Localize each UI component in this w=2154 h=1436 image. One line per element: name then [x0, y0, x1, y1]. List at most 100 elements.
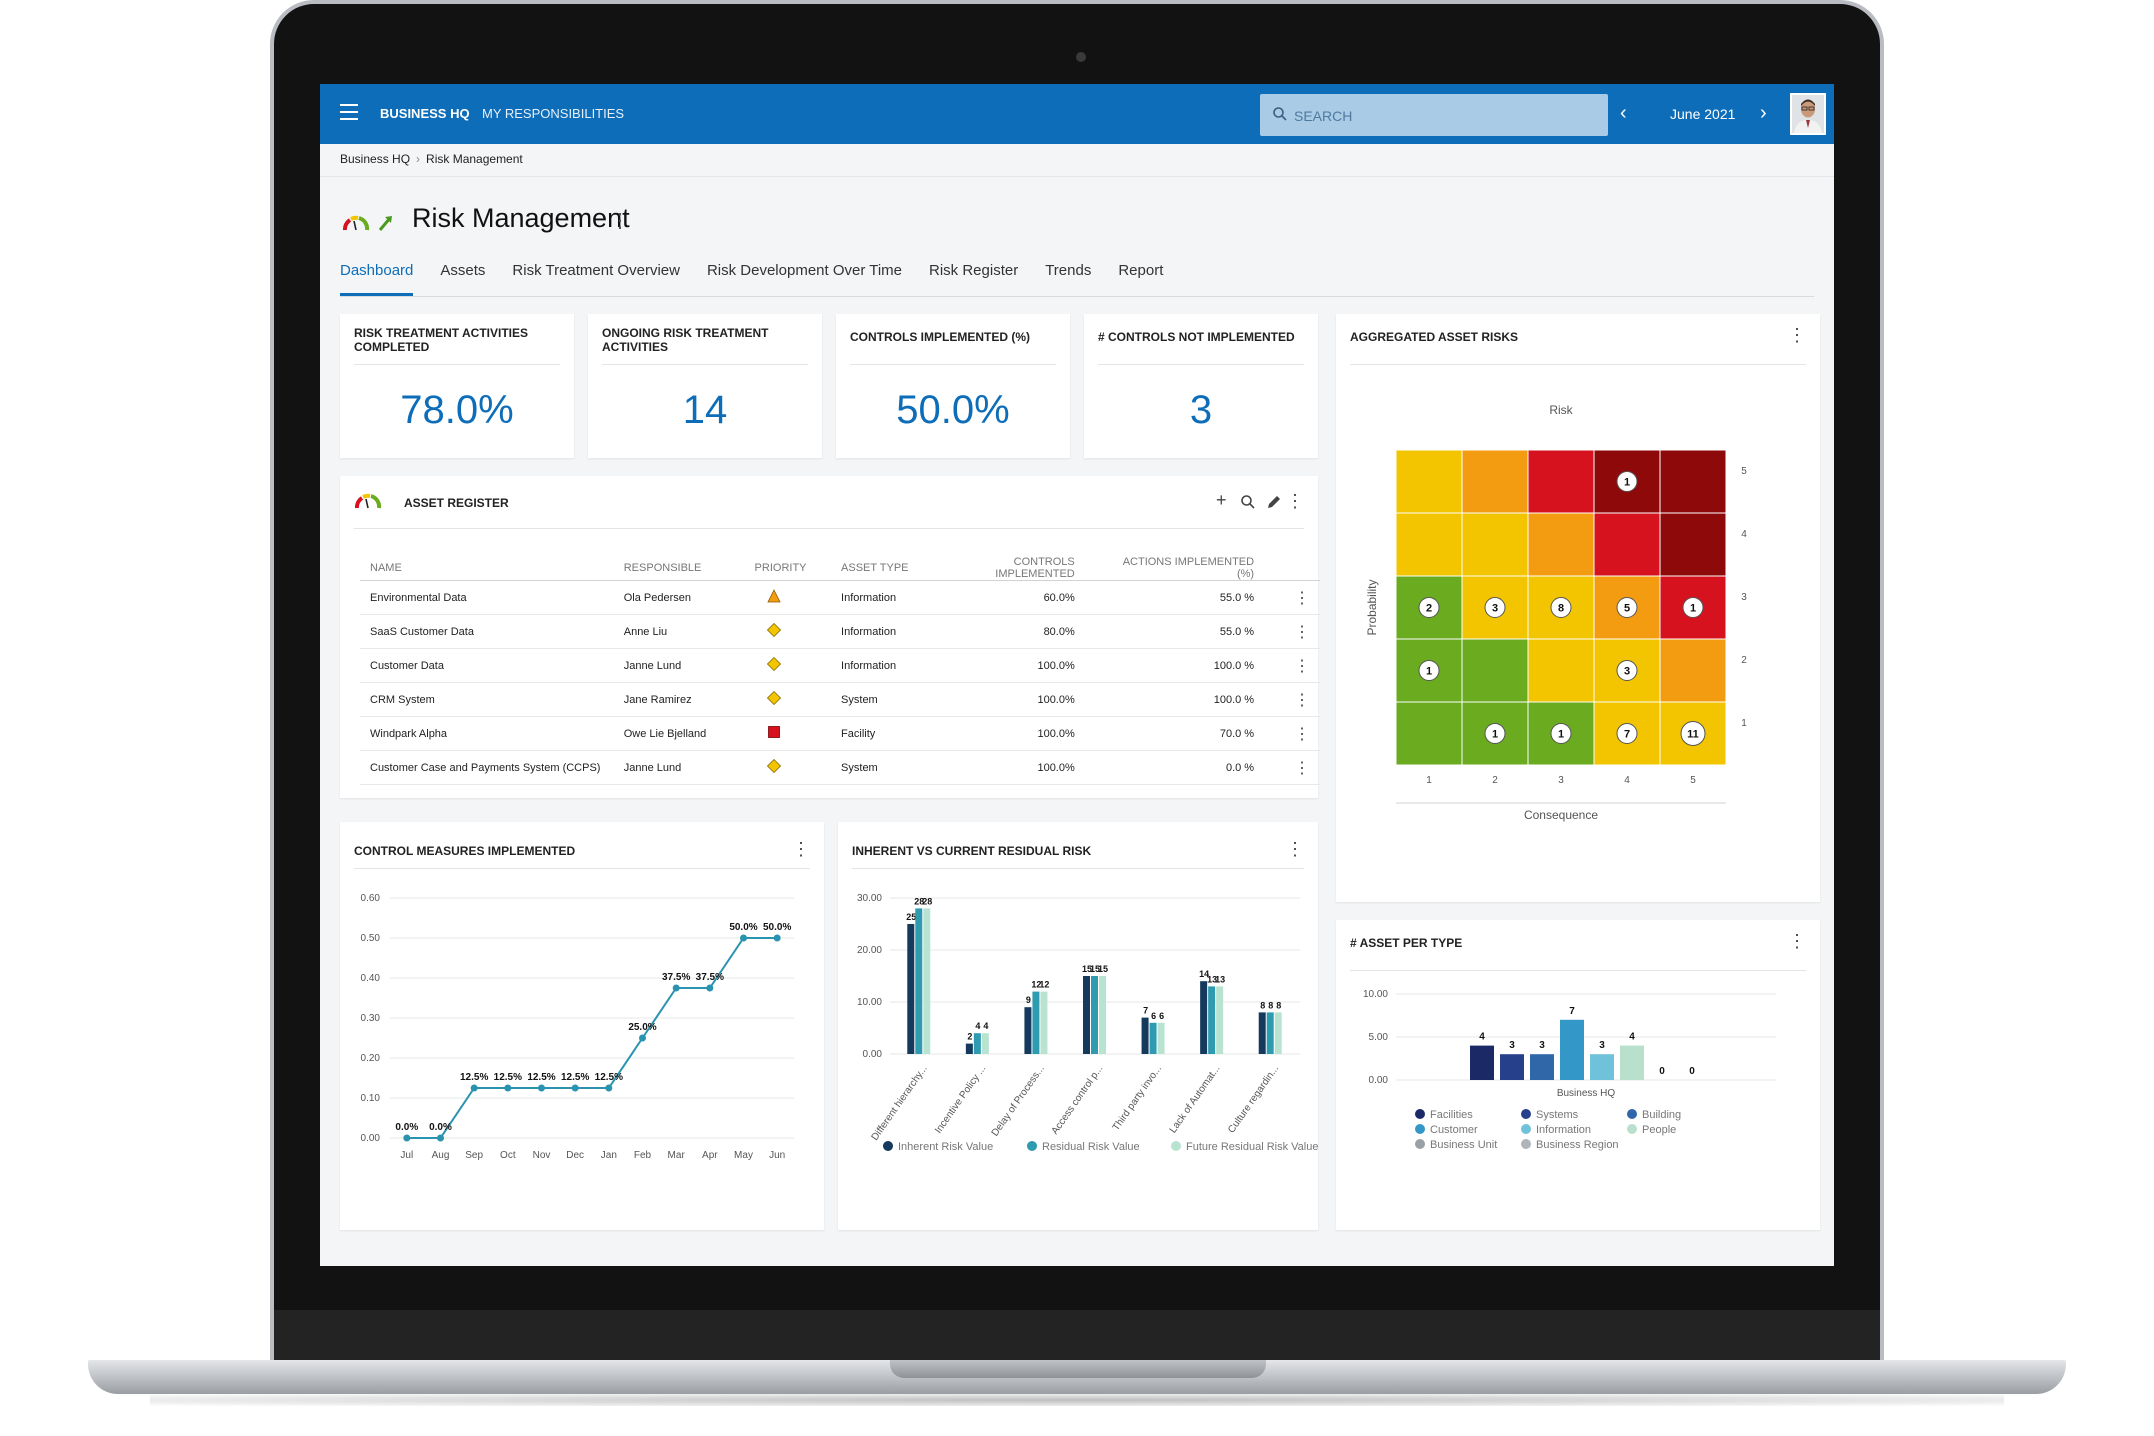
y-tick-label: 2 — [1741, 655, 1747, 666]
cell-actions-implemented: 100.0 % — [1104, 682, 1285, 717]
table-row[interactable]: Customer Data Janne Lund Information 100… — [360, 648, 1320, 683]
x-tick-label: 3 — [1558, 775, 1564, 786]
tab-risk-development-over-time[interactable]: Risk Development Over Time — [706, 262, 903, 279]
bar — [1266, 1012, 1274, 1054]
row-more-icon[interactable]: ⋮ — [1284, 614, 1320, 649]
risk-gauge-icon — [343, 215, 392, 231]
asset-per-type-title: # ASSET PER TYPE — [1350, 936, 1463, 950]
tab-risk-register[interactable]: Risk Register — [929, 262, 1019, 279]
cell-priority — [754, 716, 842, 751]
nav-my-responsibilities[interactable]: MY RESPONSIBILITIES — [482, 106, 625, 121]
table-row[interactable]: Customer Case and Payments System (CCPS)… — [360, 750, 1320, 785]
person-icon — [1792, 95, 1824, 133]
data-label: 12.5% — [527, 1072, 555, 1083]
x-tick-label: Different hierarchy... — [870, 1063, 930, 1142]
heatmap-cell — [1461, 638, 1529, 703]
bar-label: 4 — [1629, 1032, 1635, 1043]
x-tick-label: Culture regardin... — [1226, 1063, 1281, 1135]
column-header-asset-type[interactable]: ASSET TYPE — [841, 556, 958, 581]
bar — [1216, 986, 1224, 1054]
kpi-value: 3 — [1189, 388, 1213, 432]
search-input[interactable] — [1294, 94, 1594, 136]
table-header-row: NAME RESPONSIBLE PRIORITY ASSET TYPE CON… — [360, 556, 1320, 581]
bar — [965, 1043, 973, 1054]
row-more-icon[interactable]: ⋮ — [1284, 648, 1320, 683]
risk-gauge-icon — [355, 493, 382, 509]
kpi-value: 50.0% — [896, 388, 1010, 432]
x-tick-label: 5 — [1690, 775, 1696, 786]
table-row[interactable]: Environmental Data Ola Pedersen Informat… — [360, 580, 1320, 615]
previous-month-chevron-icon[interactable]: ‹ — [1620, 102, 1627, 124]
data-label: 50.0% — [763, 922, 791, 933]
row-more-icon[interactable]: ⋮ — [1284, 682, 1320, 717]
data-label: 0.0% — [429, 1122, 452, 1133]
x-tick-label: Dec — [566, 1150, 584, 1161]
x-tick-label: Oct — [500, 1150, 516, 1161]
column-header-responsible[interactable]: RESPONSIBLE — [623, 556, 755, 581]
cell-responsible: Jane Ramirez — [623, 682, 755, 717]
tab-report[interactable]: Report — [1118, 262, 1164, 279]
data-point — [740, 934, 747, 942]
y-tick-label: 3 — [1741, 592, 1747, 603]
page-more-options-icon[interactable]: ⋮ — [610, 210, 630, 232]
search-box[interactable] — [1260, 94, 1608, 136]
x-tick-label: Delay of Process... — [990, 1063, 1047, 1138]
column-header-actions-implemented[interactable]: ACTIONS IMPLEMENTED (%) — [1104, 556, 1285, 581]
legend-label: Systems — [1536, 1109, 1579, 1121]
asset-per-type-more-icon[interactable]: ⋮ — [1788, 931, 1806, 951]
legend-marker — [1415, 1124, 1425, 1134]
tab-risk-treatment-overview[interactable]: Risk Treatment Overview — [512, 262, 680, 279]
page-header-icons — [342, 212, 402, 239]
cell-priority — [754, 682, 842, 717]
tab-assets[interactable]: Assets — [440, 262, 486, 279]
legend-label: People — [1642, 1124, 1676, 1136]
control-measures-title: CONTROL MEASURES IMPLEMENTED — [354, 844, 576, 858]
tab-dashboard[interactable]: Dashboard — [340, 262, 414, 296]
asset-register-more-icon[interactable]: ⋮ — [1286, 491, 1304, 511]
cell-controls-implemented: 100.0% — [957, 750, 1105, 785]
row-more-icon[interactable]: ⋮ — [1284, 750, 1320, 785]
card-divider — [602, 364, 808, 365]
column-header-name[interactable]: NAME — [360, 556, 624, 581]
laptop-chin — [274, 1310, 1880, 1360]
cell-name: Environmental Data — [360, 580, 624, 615]
data-point — [706, 984, 714, 992]
column-header-controls-implemented[interactable]: CONTROLS IMPLEMENTED — [957, 556, 1105, 581]
heatmap-count-label: 1 — [1492, 729, 1498, 741]
inherent-vs-residual-more-icon[interactable]: ⋮ — [1286, 839, 1304, 859]
aggregated-asset-risks-title: AGGREGATED ASSET RISKS — [1350, 330, 1519, 344]
cell-actions-implemented: 70.0 % — [1104, 716, 1285, 751]
x-tick-label: 4 — [1624, 775, 1630, 786]
y-tick-label: 5.00 — [1369, 1032, 1389, 1043]
breadcrumb-business-hq[interactable]: Business HQ — [340, 152, 411, 166]
legend-marker — [1627, 1109, 1637, 1119]
user-avatar[interactable] — [1790, 93, 1826, 135]
x-tick-label: Aug — [432, 1150, 450, 1161]
nav-business-hq[interactable]: BUSINESS HQ — [380, 106, 470, 121]
edit-pencil-icon[interactable] — [1266, 494, 1282, 510]
row-more-icon[interactable]: ⋮ — [1284, 716, 1320, 751]
data-label: 37.5% — [662, 972, 690, 983]
tab-trends[interactable]: Trends — [1045, 262, 1092, 279]
y-tick-label: 1 — [1741, 718, 1747, 729]
table-row[interactable]: Windpark Alpha Owe Lie Bjelland Facility… — [360, 716, 1320, 751]
table-row[interactable]: SaaS Customer Data Anne Liu Information … — [360, 614, 1320, 649]
search-icon[interactable] — [1240, 494, 1256, 510]
heatmap-cell — [1659, 512, 1727, 577]
table-row[interactable]: CRM System Jane Ramirez System 100.0% 10… — [360, 682, 1320, 717]
y-tick-label: 20.00 — [857, 945, 882, 956]
row-more-icon[interactable]: ⋮ — [1284, 580, 1320, 615]
column-header-actions — [1284, 556, 1320, 581]
laptop-notch — [890, 1360, 1266, 1378]
add-icon[interactable]: + — [1216, 490, 1227, 510]
priority-yellow-diamond-icon — [766, 759, 781, 773]
control-measures-more-icon[interactable]: ⋮ — [792, 839, 810, 859]
column-header-priority[interactable]: PRIORITY — [754, 556, 842, 581]
data-point — [538, 1084, 545, 1092]
next-month-chevron-icon[interactable]: › — [1760, 102, 1767, 124]
bar-label: 2 — [967, 1032, 972, 1042]
bar — [907, 924, 915, 1054]
legend-label: Customer — [1430, 1124, 1478, 1136]
aggregated-asset-risks-more-icon[interactable]: ⋮ — [1788, 325, 1806, 345]
hamburger-menu-icon[interactable] — [340, 104, 358, 122]
